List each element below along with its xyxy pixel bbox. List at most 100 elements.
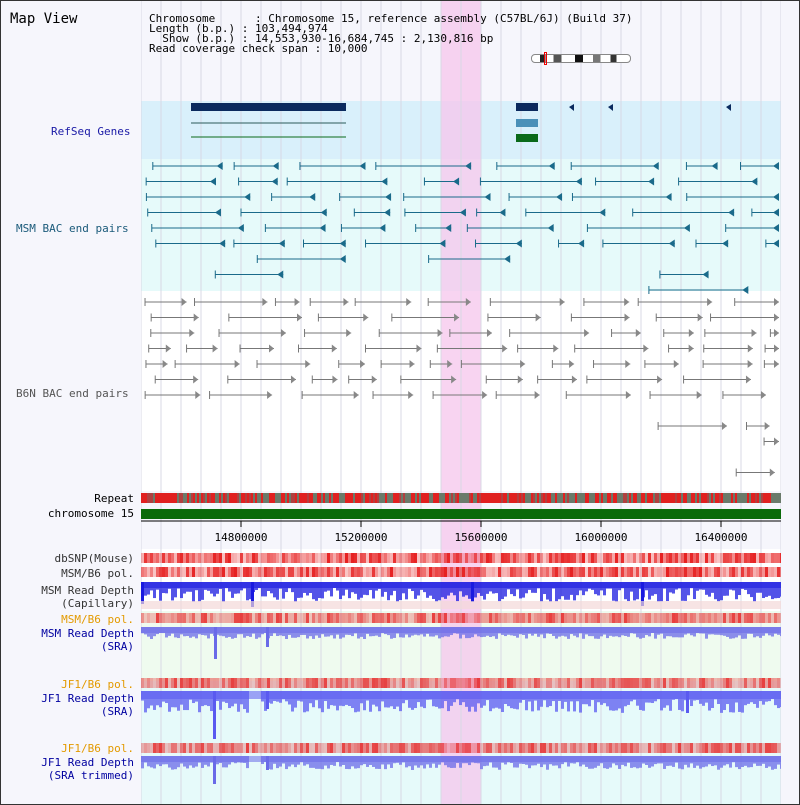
polymorphism-cell <box>357 553 360 563</box>
polymorphism-cell <box>765 567 768 577</box>
read-depth-bar <box>396 582 399 602</box>
polymorphism-cell <box>387 678 390 688</box>
read-depth-bar <box>213 582 216 597</box>
read-depth-bar <box>567 691 570 712</box>
polymorphism-cell <box>354 553 357 563</box>
polymorphism-cell <box>165 743 168 753</box>
polymorphism-cell <box>543 678 546 688</box>
polymorphism-cell <box>354 567 357 577</box>
polymorphism-cell <box>687 613 690 623</box>
polymorphism-cell <box>141 613 144 623</box>
read-depth-bar <box>324 691 327 702</box>
read-depth-bar <box>360 627 363 637</box>
polymorphism-cell <box>183 567 186 577</box>
polymorphism-cell <box>279 613 282 623</box>
polymorphism-cell <box>171 678 174 688</box>
read-depth-bar <box>411 691 414 710</box>
polymorphism-cell <box>162 678 165 688</box>
polymorphism-cell <box>672 678 675 688</box>
read-depth-bar <box>690 691 693 707</box>
read-depth-bar <box>462 627 465 635</box>
polymorphism-cell <box>600 678 603 688</box>
polymorphism-cell <box>246 613 249 623</box>
read-depth-bar <box>285 627 288 639</box>
read-depth-bar <box>654 627 657 639</box>
polymorphism-cell <box>153 613 156 623</box>
info-show: Show (b.p.) : 14,553,930-16,684,745 : 2,… <box>149 32 494 45</box>
read-depth-bar <box>681 627 684 638</box>
msm-bac-end <box>339 255 346 263</box>
polymorphism-cell <box>231 567 234 577</box>
read-depth-bar <box>444 691 447 702</box>
b6n-bac-end <box>486 329 492 337</box>
polymorphism-cell <box>459 567 462 577</box>
polymorphism-cell <box>513 678 516 688</box>
polymorphism-cell <box>327 743 330 753</box>
read-depth-bar <box>639 582 642 589</box>
repeat-segment <box>219 493 221 503</box>
polymorphism-cell <box>543 613 546 623</box>
read-depth-bar <box>189 627 192 638</box>
polymorphism-cell <box>267 567 270 577</box>
polymorphism-cell <box>609 613 612 623</box>
polymorphism-cell <box>642 743 645 753</box>
polymorphism-cell <box>531 567 534 577</box>
polymorphism-cell <box>657 743 660 753</box>
msm-bac-end <box>683 224 690 232</box>
polymorphism-cell <box>417 613 420 623</box>
polymorphism-cell <box>387 743 390 753</box>
read-depth-bar <box>387 627 390 636</box>
read-depth-bar <box>699 582 702 590</box>
repeat-segment <box>329 493 331 503</box>
polymorphism-cell <box>549 567 552 577</box>
read-depth-bar <box>582 627 585 639</box>
read-depth-bar <box>414 756 417 766</box>
polymorphism-cell <box>507 678 510 688</box>
read-depth-bar <box>408 627 411 638</box>
polymorphism-cell <box>369 743 372 753</box>
read-depth-bar <box>276 582 279 600</box>
polymorphism-cell <box>312 613 315 623</box>
polymorphism-cell <box>306 553 309 563</box>
read-depth-bar <box>582 691 585 705</box>
read-depth-bar <box>141 627 144 634</box>
polymorphism-cell <box>216 553 219 563</box>
repeat-segment <box>585 493 587 503</box>
polymorphism-cell <box>327 567 330 577</box>
polymorphism-cell <box>429 743 432 753</box>
read-depth-bar <box>465 582 468 596</box>
polymorphism-cell <box>522 678 525 688</box>
polymorphism-cell <box>384 553 387 563</box>
polymorphism-cell <box>609 567 612 577</box>
polymorphism-cell <box>204 567 207 577</box>
repeat-segment <box>247 493 249 503</box>
read-depth-bar <box>492 627 495 637</box>
b6n-bac-end <box>584 329 590 337</box>
polymorphism-cell <box>528 613 531 623</box>
read-depth-bar <box>681 691 684 712</box>
read-depth-bar <box>519 756 522 764</box>
read-depth-bar <box>666 627 669 637</box>
polymorphism-cell <box>519 678 522 688</box>
read-depth-bar <box>543 627 546 639</box>
axis-tick-label: 16000000 <box>574 531 628 544</box>
polymorphism-cell <box>195 567 198 577</box>
read-depth-bar <box>186 582 189 592</box>
polymorphism-cell <box>435 553 438 563</box>
repeat-segment <box>155 493 157 503</box>
repeat-segment <box>625 493 627 503</box>
chromosome-ideogram[interactable] <box>531 52 631 65</box>
polymorphism-cell <box>534 613 537 623</box>
polymorphism-cell <box>687 743 690 753</box>
repeat-segment <box>635 493 637 503</box>
read-depth-bar <box>615 582 618 602</box>
read-depth-bar <box>207 582 210 591</box>
read-depth-bar <box>762 627 765 636</box>
read-depth-bar <box>699 627 702 634</box>
polymorphism-cell <box>471 567 474 577</box>
genome-map-canvas[interactable] <box>141 1 781 804</box>
repeat-segment <box>721 493 723 503</box>
polymorphism-cell <box>405 567 408 577</box>
polymorphism-cell <box>381 567 384 577</box>
read-depth-bar <box>399 582 402 601</box>
